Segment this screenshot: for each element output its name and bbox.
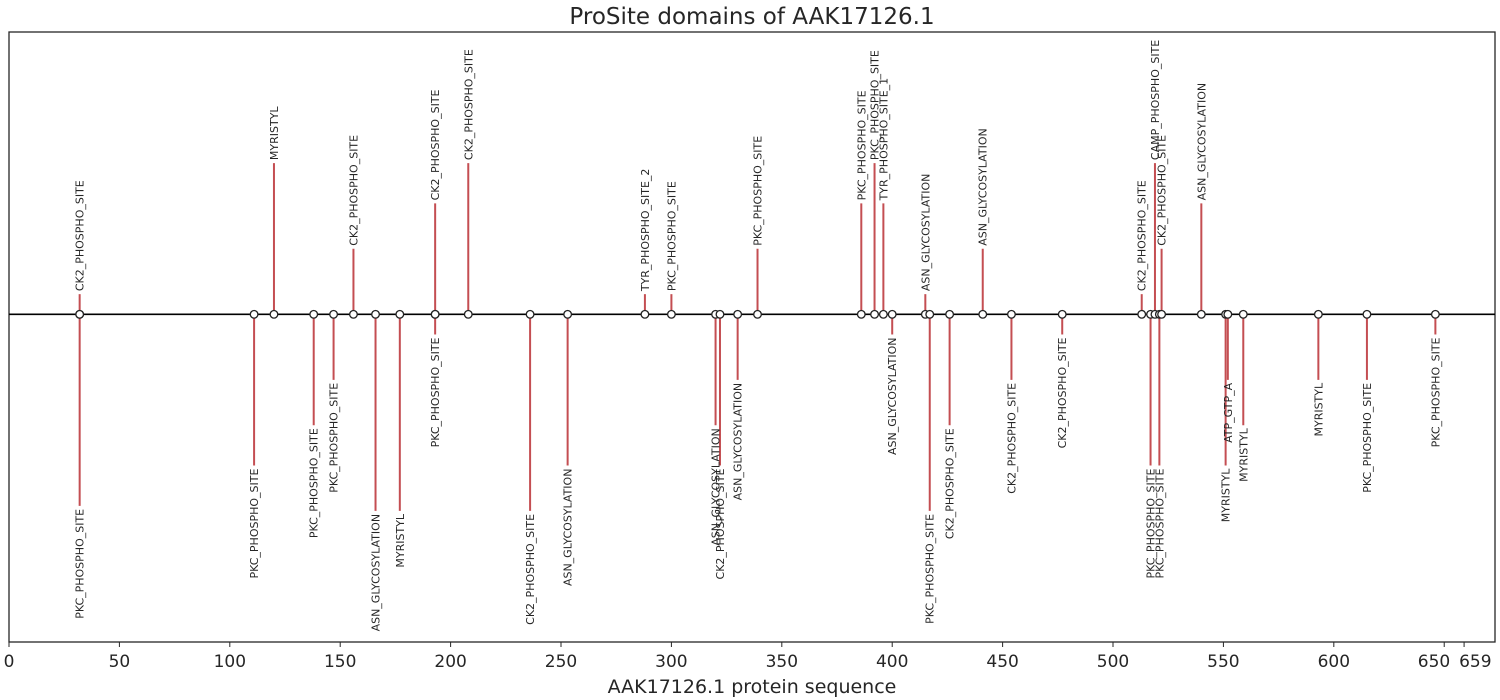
site-marker-27 <box>978 309 988 319</box>
site-marker-10 <box>430 309 440 319</box>
x-axis-ticks: 0 50 100 150 200 250 300 350 400 450 500 550 600 650 6… <box>4 642 1492 672</box>
site-marker-19 <box>753 309 762 319</box>
x-tick-label-8: 400 <box>876 652 908 672</box>
site-label-27: ASN_GLYCOSYLATION <box>977 128 990 246</box>
x-tick-label-10: 500 <box>1097 652 1129 672</box>
site-marker-7 <box>371 309 380 319</box>
site-marker-37 <box>1223 309 1233 319</box>
site-label-8: MYRISTYL <box>394 513 407 568</box>
site-label-0: CK2_PHOSPHO_SITE <box>74 180 87 291</box>
site-marker-13 <box>563 309 573 319</box>
site-label-33: PKC_PHOSPHO_SITE <box>1153 469 1166 579</box>
site-marker-30 <box>1137 309 1147 319</box>
site-label-1: PKC_PHOSPHO_SITE <box>74 509 87 619</box>
site-label-37: ATP_GTP_A <box>1222 382 1235 443</box>
site-marker-2 <box>249 309 259 319</box>
site-label-23: ASN_GLYCOSYLATION <box>886 337 899 455</box>
site-label-25: PKC_PHOSPHO_SITE <box>924 514 937 624</box>
x-axis-label: AAK17126.1 protein sequence <box>608 676 897 698</box>
x-tick-label-5: 250 <box>545 652 577 672</box>
site-label-26: CK2_PHOSPHO_SITE <box>944 428 957 539</box>
site-label-6: CK2_PHOSPHO_SITE <box>347 135 360 246</box>
site-label-41: PKC_PHOSPHO_SITE <box>1429 337 1442 447</box>
x-tick-label-1: 50 <box>109 652 131 672</box>
site-marker-39 <box>1313 309 1323 319</box>
x-tick-label-12: 600 <box>1318 652 1350 672</box>
site-label-9: CK2_PHOSPHO_SITE <box>429 89 442 200</box>
site-marker-12 <box>525 309 535 319</box>
site-label-2: PKC_PHOSPHO_SITE <box>248 469 261 579</box>
site-label-24: ASN_GLYCOSYLATION <box>919 174 932 291</box>
site-label-12: CK2_PHOSPHO_SITE <box>524 514 537 625</box>
x-tick-label-3: 150 <box>324 652 356 672</box>
site-label-13: ASN_GLYCOSYLATION <box>562 469 575 587</box>
site-marker-35 <box>1196 309 1206 319</box>
site-label-19: PKC_PHOSPHO_SITE <box>752 136 765 246</box>
site-label-11: CK2_PHOSPHO_SITE <box>462 49 475 160</box>
site-marker-26 <box>945 309 955 319</box>
site-label-38: MYRISTYL <box>1237 427 1250 482</box>
site-marker-41 <box>1430 309 1440 319</box>
site-label-14: TYR_PHOSPHO_SITE_2 <box>639 169 652 293</box>
x-tick-label-9: 450 <box>986 652 1018 672</box>
site-label-17: CK2_PHOSPHO_SITE <box>714 469 727 580</box>
site-label-20: PKC_PHOSPHO_SITE <box>855 90 868 200</box>
site-marker-8 <box>395 309 405 319</box>
chart-title: ProSite domains of AAK17126.1 <box>569 4 934 30</box>
x-tick-label-14: 659 <box>1459 652 1491 672</box>
site-marker-5 <box>329 309 339 319</box>
site-label-30: CK2_PHOSPHO_SITE <box>1136 180 1149 291</box>
site-marker-29 <box>1057 309 1067 319</box>
x-tick-label-0: 0 <box>4 652 15 672</box>
site-marker-21 <box>870 309 879 319</box>
site-label-3: MYRISTYL <box>268 106 281 161</box>
site-label-10: PKC_PHOSPHO_SITE <box>429 337 442 447</box>
x-tick-label-6: 300 <box>655 652 687 672</box>
site-marker-17 <box>715 309 725 319</box>
x-tick-label-2: 100 <box>214 652 246 672</box>
site-marker-40 <box>1362 309 1372 319</box>
x-tick-label-7: 350 <box>766 652 798 672</box>
site-label-28: CK2_PHOSPHO_SITE <box>1005 383 1018 494</box>
site-label-36: MYRISTYL <box>1220 468 1233 523</box>
site-label-15: PKC_PHOSPHO_SITE <box>665 181 678 291</box>
x-tick-label-11: 550 <box>1207 652 1239 672</box>
site-marker-15 <box>666 309 676 319</box>
site-label-16: ASN_GLYCOSYLATION <box>710 428 723 546</box>
plot-frame <box>8 31 1496 643</box>
site-marker-18 <box>733 309 743 319</box>
site-label-40: PKC_PHOSPHO_SITE <box>1361 383 1374 493</box>
x-tick-label-4: 200 <box>434 652 466 672</box>
site-marker-23 <box>887 309 897 319</box>
site-label-4: PKC_PHOSPHO_SITE <box>308 428 321 538</box>
site-label-39: MYRISTYL <box>1312 382 1325 437</box>
site-label-21: PKC_PHOSPHO_SITE <box>869 50 882 160</box>
site-label-34: CK2_PHOSPHO_SITE <box>1156 135 1169 246</box>
site-marker-14 <box>640 309 650 319</box>
site-marker-34 <box>1157 309 1167 319</box>
site-label-31: PKC_PHOSPHO_SITE <box>1145 469 1158 579</box>
site-marker-11 <box>463 309 473 319</box>
site-marker-28 <box>1006 309 1016 319</box>
site-marker-25 <box>925 309 935 319</box>
site-marker-20 <box>856 309 866 319</box>
site-marker-3 <box>269 309 279 319</box>
site-label-18: ASN_GLYCOSYLATION <box>732 383 745 501</box>
site-marker-22 <box>878 309 888 319</box>
x-tick-label-13: 650 <box>1418 652 1450 672</box>
site-label-29: CK2_PHOSPHO_SITE <box>1056 337 1069 448</box>
site-marker-1 <box>75 309 85 319</box>
site-label-22: TYR_PHOSPHO_SITE_1 <box>877 78 890 202</box>
site-label-5: PKC_PHOSPHO_SITE <box>328 383 341 493</box>
site-label-35: ASN_GLYCOSYLATION <box>1195 83 1208 201</box>
site-label-7: ASN_GLYCOSYLATION <box>370 514 383 632</box>
site-label-32: CAMP_PHOSPHO_SITE <box>1149 40 1162 160</box>
site-marker-6 <box>349 309 358 319</box>
site-marker-4 <box>309 309 319 319</box>
site-marker-38 <box>1238 309 1248 319</box>
